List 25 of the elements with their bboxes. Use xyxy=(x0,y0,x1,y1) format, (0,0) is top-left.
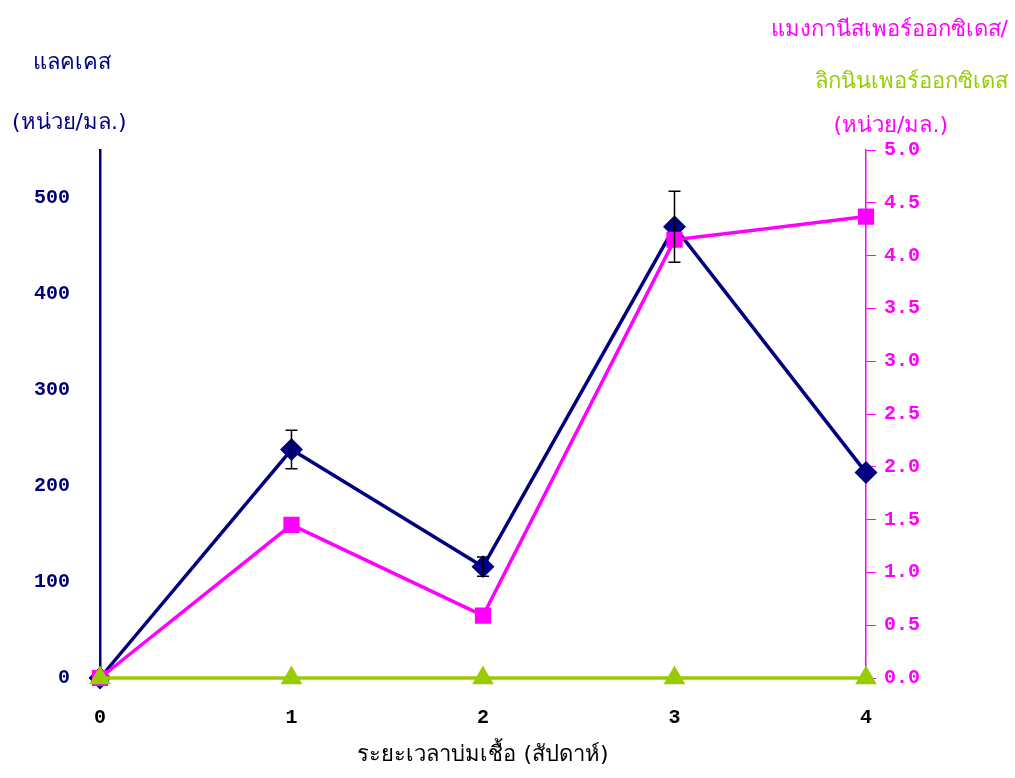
y-tick-label: 0 xyxy=(57,666,70,690)
y2-tick-label: 2.0 xyxy=(884,454,921,478)
y2-tick-label: 4.0 xyxy=(884,243,921,267)
x-tick-label: 0 xyxy=(93,706,107,730)
x-axis-title: ระยะเวลาบ่มเชื้อ (สัปดาห์) xyxy=(357,737,609,766)
y2-tick-label: 1.0 xyxy=(884,560,921,584)
y2-tick-label: 2.5 xyxy=(884,402,921,426)
y-tick-label: 200 xyxy=(33,474,70,498)
y2-tick-label: 0.5 xyxy=(884,613,921,637)
x-tick-label: 3 xyxy=(668,706,681,730)
y-tick-label: 300 xyxy=(33,378,70,402)
y2-tick-label: 5.0 xyxy=(884,138,921,162)
y-tick-label: 100 xyxy=(33,570,70,594)
text: แมงกานีสเพอร์ออกซิเดส/ ลิกนินเพอร์ออกซิเดส (หน่วย/มล.) xyxy=(770,15,1008,137)
x-tick-label: 2 xyxy=(476,706,490,730)
x-tick-label: 1 xyxy=(285,706,298,730)
text: แลคเคส (หน่วย/มล.) xyxy=(12,48,127,134)
y2-tick-label: 4.5 xyxy=(884,190,921,214)
x-tick-label: 4 xyxy=(859,706,873,730)
y-tick-label: 500 xyxy=(33,186,70,210)
y2-tick-label: 3.0 xyxy=(884,349,921,373)
y-tick-label: 400 xyxy=(33,282,70,306)
y2-tick-label: 1.5 xyxy=(884,507,921,531)
y2-tick-label: 3.5 xyxy=(884,296,921,320)
y2-tick-label: 0.0 xyxy=(884,666,921,690)
